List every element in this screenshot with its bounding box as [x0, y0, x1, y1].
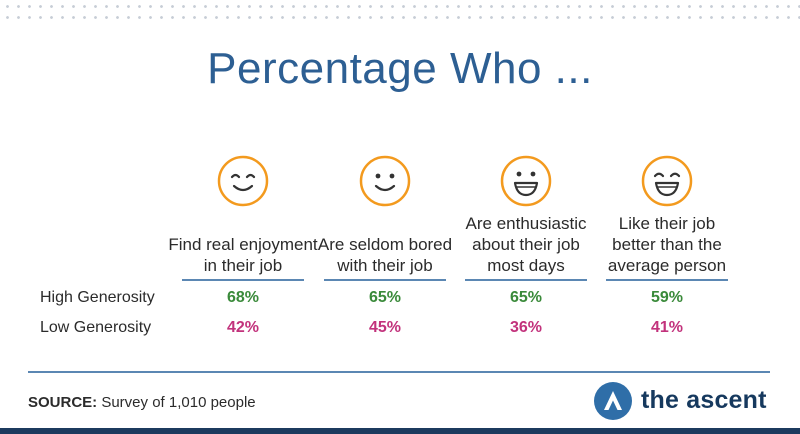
grin-closed-eyes-icon [641, 155, 693, 207]
column-rule [606, 279, 728, 281]
source-note: SOURCE: Survey of 1,010 people [28, 394, 256, 411]
source-label: SOURCE: [28, 394, 98, 411]
value-low-like-job-better: 41% [650, 319, 684, 336]
value-low-seldom-bored: 45% [368, 319, 402, 336]
value-low-enjoyment: 42% [226, 319, 260, 336]
page-title: Percentage Who ... [207, 44, 593, 93]
column-label-enjoyment: Find real enjoyment in their job [168, 235, 318, 275]
smile-closed-eyes-icon [217, 155, 269, 207]
footer-divider [28, 371, 770, 373]
value-high-enthusiastic: 65% [509, 289, 543, 306]
column-label-seldom-bored: Are seldom bored with their job [317, 235, 453, 275]
column-rule [465, 279, 587, 281]
dot-pattern-header [0, 0, 800, 22]
value-low-enthusiastic: 36% [509, 319, 543, 336]
column-label-enthusiastic: Are enthusiastic about their job most da… [465, 214, 587, 275]
footer-bar [0, 428, 800, 434]
value-high-seldom-bored: 65% [368, 289, 402, 306]
column-rule [324, 279, 446, 281]
grin-icon [500, 155, 552, 207]
row-label-high-generosity: High Generosity [40, 289, 155, 306]
ascent-logo-icon [593, 381, 633, 421]
value-high-like-job-better: 59% [650, 289, 684, 306]
column-label-like-job-better: Like their job better than the average p… [607, 214, 727, 275]
source-text: Survey of 1,010 people [97, 394, 256, 411]
smile-icon [359, 155, 411, 207]
value-high-enjoyment: 68% [226, 289, 260, 306]
brand-logo-text: the ascent [641, 386, 767, 414]
column-rule [182, 279, 304, 281]
row-label-low-generosity: Low Generosity [40, 319, 152, 336]
